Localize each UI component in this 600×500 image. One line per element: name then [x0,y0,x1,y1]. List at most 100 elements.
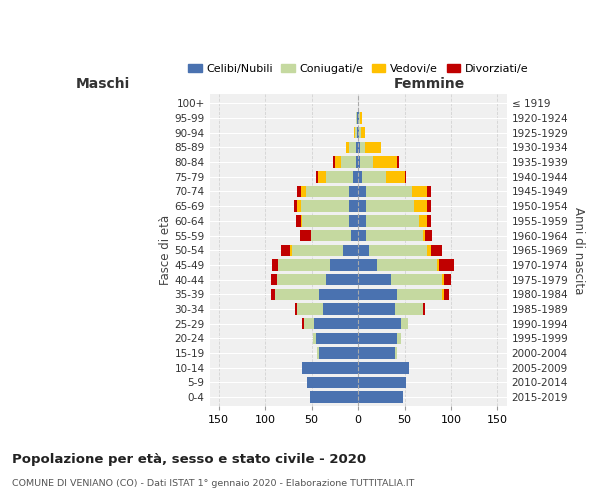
Bar [397,156,399,168]
Bar [358,200,365,212]
Bar [301,215,302,226]
Bar [443,274,451,285]
Bar [358,274,391,285]
Bar [341,156,356,168]
Bar [318,171,326,182]
Bar [301,200,349,212]
Bar [427,244,431,256]
Bar [365,200,414,212]
Bar [395,348,397,359]
Bar [427,200,431,212]
Bar [360,112,362,124]
Bar [358,142,360,153]
Bar [365,215,419,226]
Bar [330,259,358,270]
Bar [317,348,319,359]
Bar [359,127,361,138]
Bar [362,171,386,182]
Bar [358,127,359,138]
Bar [358,230,365,241]
Bar [397,332,401,344]
Bar [358,362,409,374]
Bar [281,244,290,256]
Bar [299,230,311,241]
Bar [271,288,275,300]
Bar [427,215,431,226]
Bar [419,215,427,226]
Bar [326,274,358,285]
Bar [401,318,408,330]
Bar [412,186,427,197]
Bar [323,304,358,314]
Bar [427,186,431,197]
Text: Maschi: Maschi [76,78,130,92]
Bar [423,304,425,314]
Bar [314,318,358,330]
Bar [349,142,356,153]
Bar [386,171,404,182]
Bar [346,142,349,153]
Bar [395,304,423,314]
Bar [365,230,423,241]
Bar [373,156,397,168]
Bar [296,215,301,226]
Bar [353,171,358,182]
Y-axis label: Anni di nascita: Anni di nascita [572,206,585,294]
Bar [377,259,437,270]
Bar [397,288,442,300]
Bar [349,186,358,197]
Bar [358,392,403,403]
Bar [302,318,304,330]
Legend: Celibi/Nubili, Coniugati/e, Vedovi/e, Divorziati/e: Celibi/Nubili, Coniugati/e, Vedovi/e, Di… [184,60,533,78]
Bar [358,112,359,124]
Bar [358,186,365,197]
Bar [343,244,358,256]
Bar [271,274,277,285]
Bar [358,304,395,314]
Bar [356,142,358,153]
Bar [278,259,330,270]
Bar [297,186,301,197]
Bar [311,230,350,241]
Bar [439,259,454,270]
Bar [302,362,358,374]
Bar [431,244,442,256]
Bar [391,274,442,285]
Bar [365,142,382,153]
Bar [275,288,319,300]
Bar [294,200,297,212]
Bar [302,215,349,226]
Bar [297,304,323,314]
Bar [313,332,316,344]
Bar [277,274,326,285]
Bar [316,332,358,344]
Bar [319,348,358,359]
Text: COMUNE DI VENIANO (CO) - Dati ISTAT 1° gennaio 2020 - Elaborazione TUTTITALIA.IT: COMUNE DI VENIANO (CO) - Dati ISTAT 1° g… [12,479,415,488]
Bar [369,244,427,256]
Bar [349,200,358,212]
Bar [414,200,427,212]
Bar [316,171,318,182]
Bar [358,171,362,182]
Bar [301,186,306,197]
Bar [356,156,358,168]
Bar [361,127,365,138]
Bar [335,156,341,168]
Bar [360,142,365,153]
Bar [425,230,433,241]
Bar [359,112,360,124]
Bar [319,288,358,300]
Bar [350,230,358,241]
Bar [307,376,358,388]
Bar [290,244,292,256]
Bar [304,318,314,330]
Bar [357,112,358,124]
Y-axis label: Fasce di età: Fasce di età [158,215,172,286]
Bar [310,392,358,403]
Bar [423,230,425,241]
Bar [292,244,343,256]
Text: Popolazione per età, sesso e stato civile - 2020: Popolazione per età, sesso e stato civil… [12,452,366,466]
Bar [333,156,335,168]
Bar [358,288,397,300]
Bar [358,376,406,388]
